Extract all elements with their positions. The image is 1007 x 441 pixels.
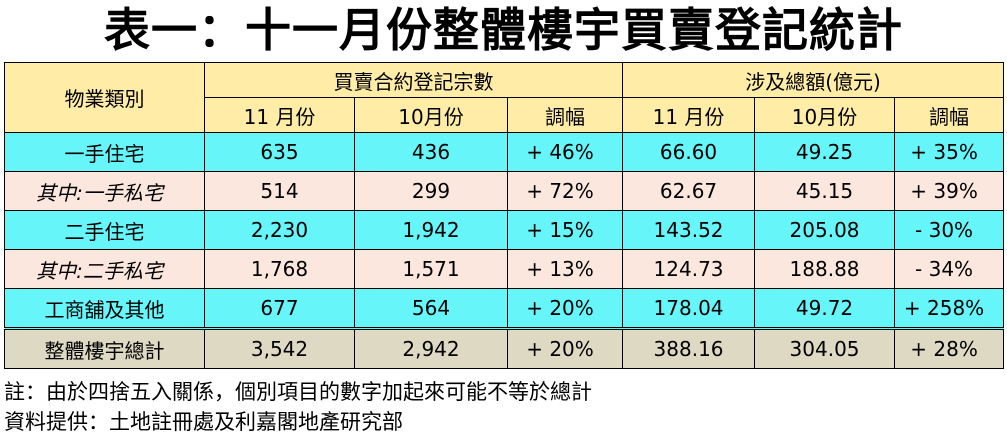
table-row: 一手住宅 635 436 + 46% 66.60 49.25 + 35% <box>4 132 1005 172</box>
table-cell: + 39% <box>894 171 1005 211</box>
table-cell: + 28% <box>894 327 1005 369</box>
table-row: 其中:二手私宅 1,768 1,571 + 13% 124.73 188.88 … <box>4 249 1005 289</box>
table-cell: 1,768 <box>204 249 355 289</box>
header-subcol: 調幅 <box>894 97 1005 133</box>
row-category: 工商舖及其他 <box>4 288 205 329</box>
footnote-rounding: 註：由於四捨五入關係，個別項目的數字加起來可能不等於總計 <box>4 380 592 404</box>
table-cell: - 30% <box>894 210 1005 250</box>
table-cell: + 46% <box>506 132 624 172</box>
table-cell: + 72% <box>506 171 624 211</box>
header-subcol: 11 月份 <box>622 97 756 133</box>
header-row-groups: 物業類別 買賣合約登記宗數 涉及總額(億元) <box>4 62 1005 133</box>
table-cell: 49.25 <box>754 132 896 172</box>
header-category: 物業類別 <box>4 62 205 133</box>
table-title: 表一：十一月份整體樓宇買賣登記統計 <box>104 3 903 57</box>
table-cell: 514 <box>204 171 355 211</box>
table-row: 其中:一手私宅 514 299 + 72% 62.67 45.15 + 39% <box>4 171 1005 211</box>
table-cell: + 20% <box>506 327 624 369</box>
footnote-source: 資料提供：土地註冊處及利嘉閣地產研究部 <box>4 410 403 434</box>
total-row: 整體樓宇總計 3,542 2,942 + 20% 388.16 304.05 +… <box>4 327 1005 369</box>
table-cell: 62.67 <box>622 171 756 211</box>
table-cell: 124.73 <box>622 249 756 289</box>
table-cell: + 20% <box>506 288 624 329</box>
table-cell: + 15% <box>506 210 624 250</box>
table-row: 二手住宅 2,230 1,942 + 15% 143.52 205.08 - 3… <box>4 210 1005 250</box>
header-subcol: 11 月份 <box>204 97 355 133</box>
table-cell: 2,942 <box>354 327 508 369</box>
table-cell: + 13% <box>506 249 624 289</box>
row-category: 二手住宅 <box>4 210 205 250</box>
table-cell: 677 <box>204 288 355 329</box>
table-cell: 3,542 <box>204 327 355 369</box>
table-cell: 178.04 <box>622 288 756 329</box>
row-category: 其中:二手私宅 <box>4 249 205 289</box>
table-cell: 388.16 <box>622 327 756 369</box>
header-subcol: 10月份 <box>354 97 508 133</box>
table-cell: + 258% <box>894 288 1005 329</box>
table-cell: 299 <box>354 171 508 211</box>
row-category: 一手住宅 <box>4 132 205 172</box>
header-group-transactions: 買賣合約登記宗數 <box>203 62 624 98</box>
table-cell: 49.72 <box>754 288 896 329</box>
table-cell: + 35% <box>894 132 1005 172</box>
row-category: 整體樓宇總計 <box>4 327 205 369</box>
table-cell: 436 <box>354 132 508 172</box>
table-cell: 1,571 <box>354 249 508 289</box>
header-row-subcols: 11 月份 10月份 調幅 11 月份 10月份 調幅 <box>5 97 1005 133</box>
row-category: 其中:一手私宅 <box>4 171 205 211</box>
table-cell: 2,230 <box>204 210 355 250</box>
table-cell: 45.15 <box>754 171 896 211</box>
header-subcol: 10月份 <box>754 97 896 133</box>
table-cell: 66.60 <box>622 132 756 172</box>
data-table: 物業類別 買賣合約登記宗數 涉及總額(億元) 11 月份 10月份 調幅 11 … <box>4 62 1005 369</box>
table-cell: 564 <box>354 288 508 329</box>
table-cell: 143.52 <box>622 210 756 250</box>
table-cell: 205.08 <box>754 210 896 250</box>
table-cell: - 34% <box>894 249 1005 289</box>
table-cell: 1,942 <box>354 210 508 250</box>
table-cell: 188.88 <box>754 249 896 289</box>
header-group-amount: 涉及總額(億元) <box>622 62 1005 98</box>
table-cell: 304.05 <box>754 327 896 369</box>
table-row: 工商舖及其他 677 564 + 20% 178.04 49.72 + 258% <box>4 288 1005 329</box>
table-cell: 635 <box>204 132 355 172</box>
header-subcol: 調幅 <box>506 97 624 133</box>
